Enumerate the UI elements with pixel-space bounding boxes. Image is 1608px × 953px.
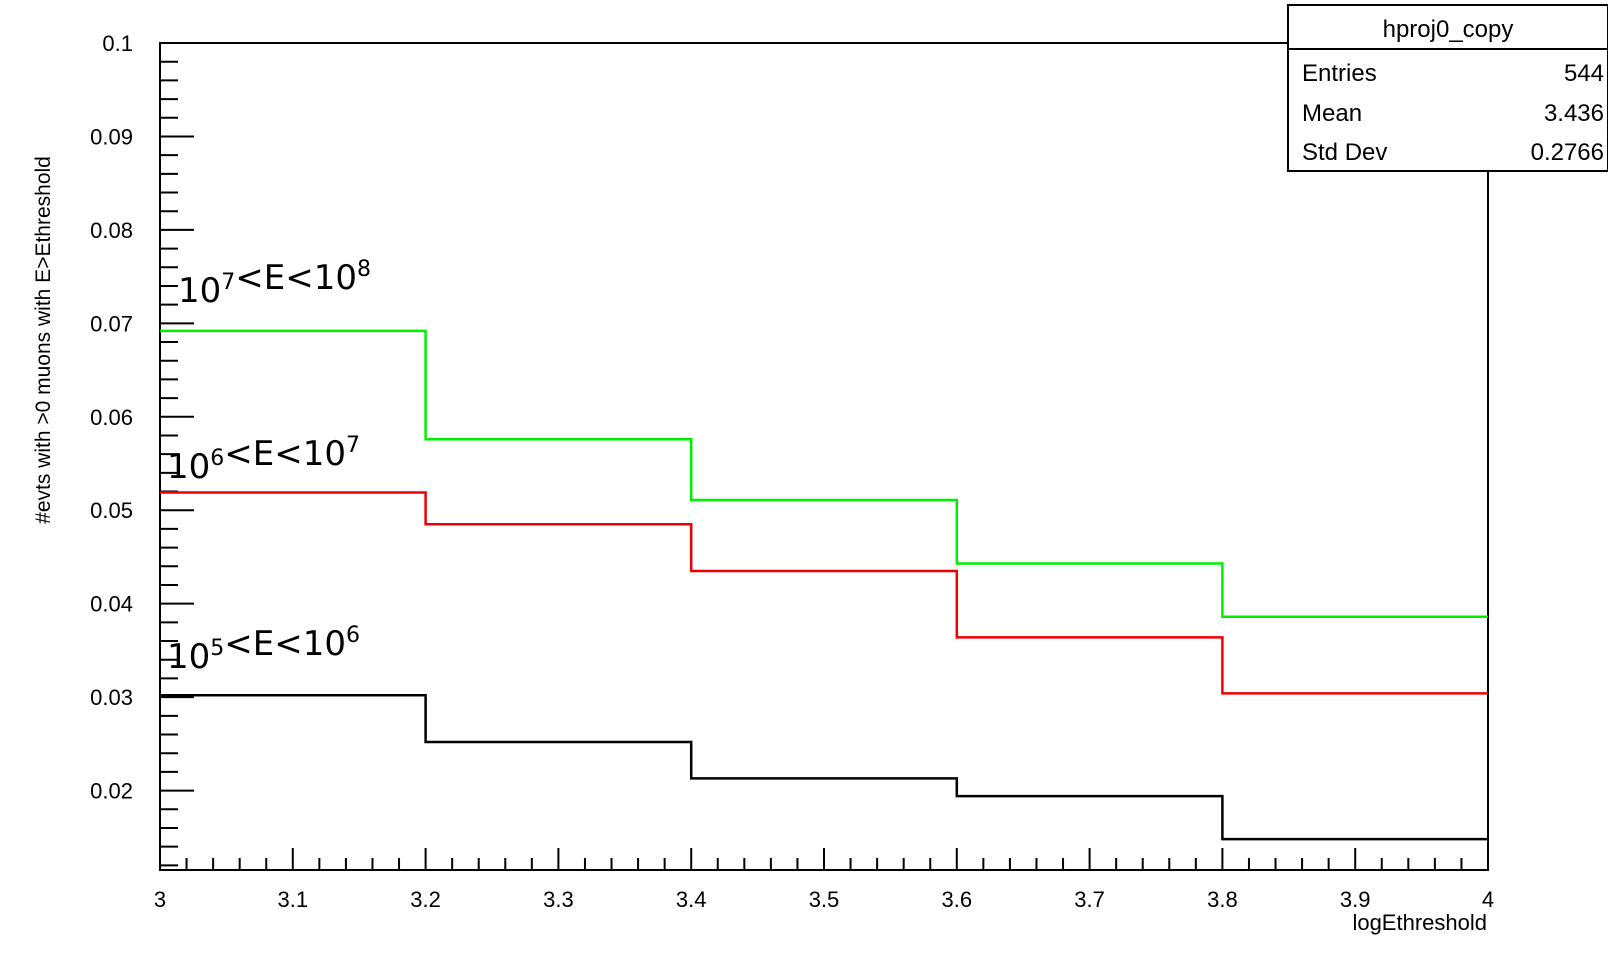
stats-entries-value: 544 [1564, 60, 1604, 87]
x-tick-label: 3.6 [942, 887, 973, 912]
x-axis-label: logEthreshold [1352, 910, 1487, 935]
band-label: 105<E<106 [167, 623, 360, 677]
stats-entries-label: Entries [1302, 60, 1377, 87]
x-tick-label: 3.5 [809, 887, 840, 912]
stats-stddev-value: 0.2766 [1531, 139, 1604, 166]
x-tick-label: 3 [154, 887, 166, 912]
x-tick-label: 3.2 [410, 887, 441, 912]
band-label-exponent: 6 [346, 623, 360, 648]
band-label-exponent: 8 [357, 257, 371, 282]
y-tick-label: 0.02 [90, 779, 133, 804]
band-label-text: <E< [235, 258, 313, 298]
band-label-exponent: 6 [210, 446, 224, 471]
stats-stddev-label: Std Dev [1302, 139, 1387, 166]
y-tick-label: 0.04 [90, 592, 133, 617]
y-tick-label: 0.07 [90, 311, 133, 336]
band-label-text: <E< [224, 434, 302, 474]
y-tick-label: 0.05 [90, 498, 133, 523]
y-tick-label: 0.1 [102, 31, 133, 56]
band-label-text: 10 [314, 258, 357, 298]
x-tick-label: 3.3 [543, 887, 574, 912]
series-line [160, 329, 1488, 619]
band-label: 107<E<108 [178, 257, 371, 311]
x-tick-label: 3.1 [278, 887, 309, 912]
band-label-text: 10 [178, 271, 221, 311]
y-tick-label: 0.09 [90, 124, 133, 149]
band-label-exponent: 7 [346, 433, 360, 458]
series-line [160, 491, 1488, 695]
y-axis-label: #evts with >0 muons with E>Ethreshold [32, 156, 55, 524]
band-label-text: 10 [167, 637, 210, 677]
y-tick-label: 0.08 [90, 218, 133, 243]
band-label-exponent: 5 [210, 636, 224, 661]
x-tick-label: 3.7 [1074, 887, 1105, 912]
band-label-text: <E< [224, 624, 302, 664]
stats-box-frame [1287, 4, 1608, 172]
x-tick-label: 3.8 [1207, 887, 1238, 912]
series-line [160, 694, 1488, 841]
x-tick-label: 3.4 [676, 887, 707, 912]
band-label-exponent: 7 [221, 270, 235, 295]
stats-box-title: hproj0_copy [1383, 16, 1514, 43]
stats-mean-label: Mean [1302, 100, 1362, 127]
stats-box: hproj0_copy Entries 544 Mean 3.436 Std D… [1287, 4, 1608, 172]
y-tick-label: 0.06 [90, 405, 133, 430]
stats-mean-value: 3.436 [1544, 100, 1604, 127]
x-tick-label: 3.9 [1340, 887, 1371, 912]
band-label-text: 10 [303, 624, 346, 664]
x-tick-label: 4 [1482, 887, 1494, 912]
y-tick-label: 0.03 [90, 685, 133, 710]
band-label-text: 10 [167, 447, 210, 487]
band-label: 106<E<107 [167, 433, 360, 487]
band-label-text: 10 [303, 434, 346, 474]
